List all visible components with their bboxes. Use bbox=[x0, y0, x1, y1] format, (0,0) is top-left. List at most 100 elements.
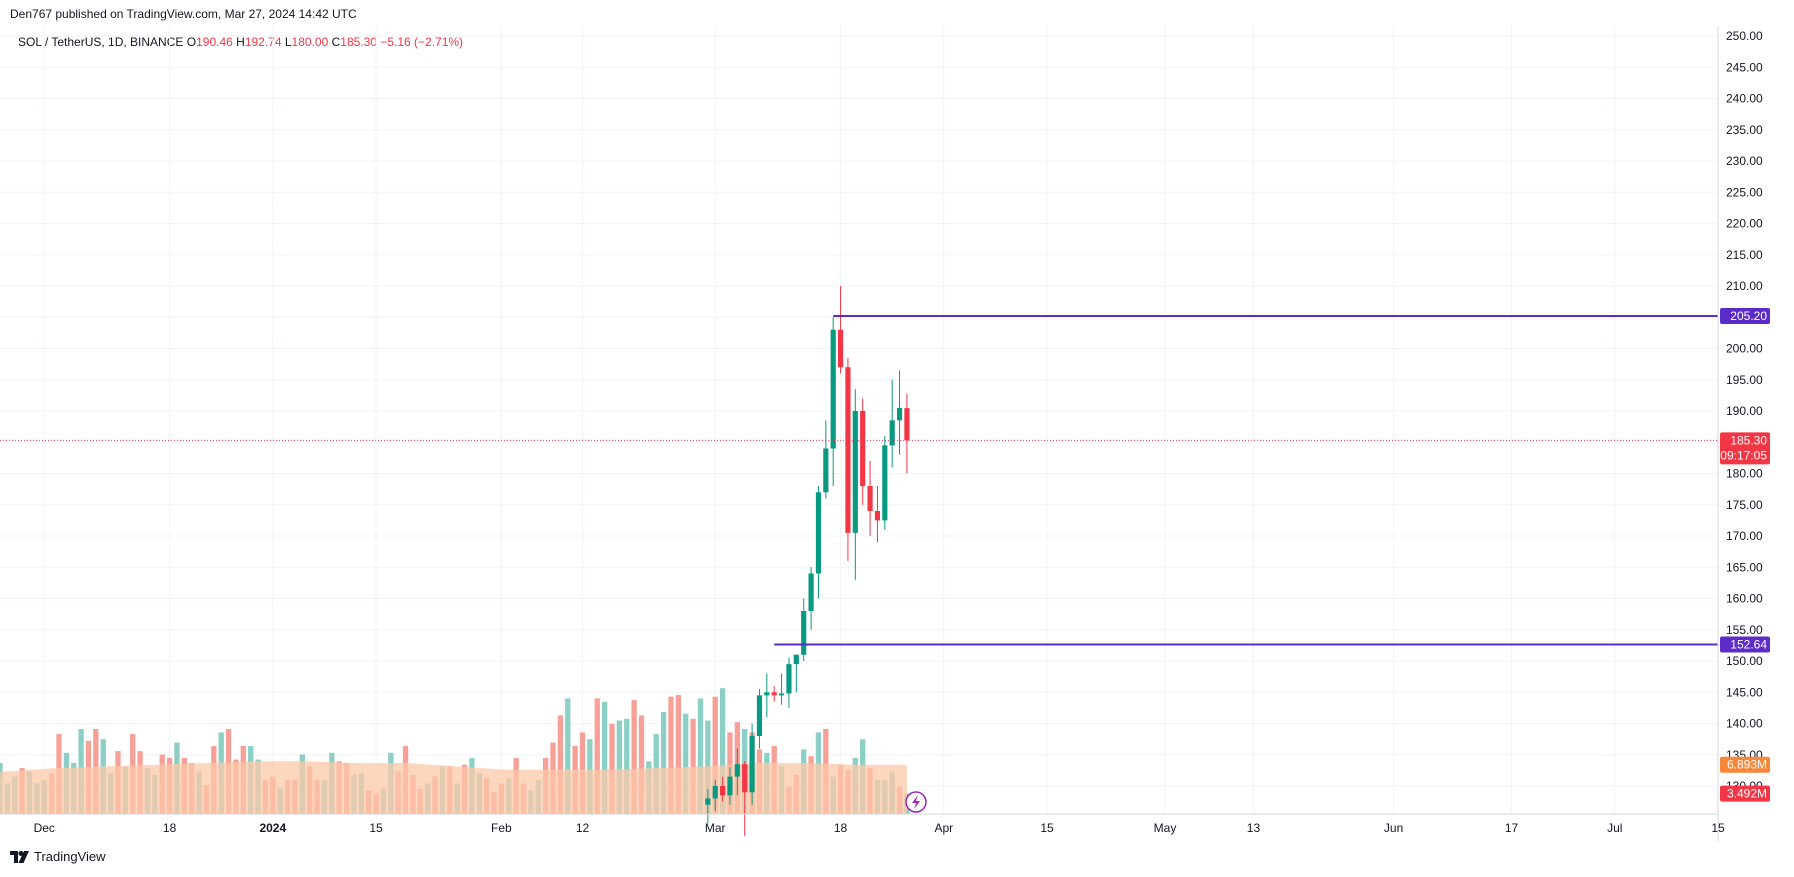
price-tick-label: 220.00 bbox=[1726, 217, 1763, 231]
level-price-tag-bg bbox=[1720, 308, 1770, 324]
volume-bar bbox=[719, 688, 726, 814]
change-value: −5.16 (−2.71%) bbox=[380, 35, 464, 49]
high-label: H bbox=[236, 35, 245, 49]
volume-ma-tag-bg bbox=[1720, 756, 1770, 773]
chart-grid bbox=[0, 26, 1719, 814]
time-tick-label: 18 bbox=[163, 821, 177, 835]
price-tick-label: 175.00 bbox=[1726, 498, 1763, 512]
volume-bar bbox=[594, 698, 600, 814]
time-tick-label: Dec bbox=[34, 821, 55, 835]
price-tick-label: 210.00 bbox=[1726, 279, 1763, 293]
candle-body bbox=[896, 407, 903, 421]
price-tick-label: 250.00 bbox=[1726, 29, 1763, 43]
candle-body bbox=[889, 420, 895, 446]
volume-bar bbox=[660, 712, 667, 814]
volume-bar bbox=[690, 718, 696, 814]
time-tick-label: Jul bbox=[1607, 821, 1622, 835]
candle-body bbox=[712, 786, 718, 799]
candle-body bbox=[874, 511, 881, 521]
price-tick-label: 225.00 bbox=[1726, 185, 1763, 199]
last-price-tag-text: 185.30 bbox=[1730, 433, 1767, 447]
volume-tag-text: 3.492M bbox=[1727, 787, 1767, 801]
time-tick-label: 2024 bbox=[259, 821, 286, 835]
volume-bar bbox=[557, 715, 564, 814]
price-tick-label: 165.00 bbox=[1726, 560, 1763, 574]
price-tick-label: 150.00 bbox=[1726, 654, 1763, 668]
open-label: O bbox=[186, 35, 197, 49]
volume-tag-bg bbox=[1720, 785, 1770, 802]
volume-tag: 3.492M bbox=[1720, 785, 1770, 802]
candle-body bbox=[720, 786, 726, 796]
volume-bar bbox=[624, 718, 630, 814]
brand-label: TradingView bbox=[34, 849, 106, 864]
candle-body bbox=[756, 695, 763, 736]
open-value: 190.46 bbox=[196, 35, 233, 49]
candle-body bbox=[801, 611, 807, 655]
volume-ma-tag: 6.893M bbox=[1720, 756, 1770, 773]
price-tick-label: 215.00 bbox=[1726, 248, 1763, 262]
volume-bar bbox=[609, 723, 615, 814]
time-tick-label: Feb bbox=[491, 821, 512, 835]
time-tick-label: May bbox=[1154, 821, 1177, 835]
candle-body bbox=[830, 329, 836, 449]
candle-body bbox=[904, 408, 910, 441]
candle-body bbox=[771, 692, 777, 696]
candle-body bbox=[823, 448, 829, 493]
time-tick-label: 17 bbox=[1505, 821, 1519, 835]
price-axis: 250.00 245.00 240.00 235.00 230.00 225.00 220.… bbox=[1726, 29, 1763, 793]
candle-body bbox=[845, 367, 851, 533]
price-tick-label: 230.00 bbox=[1726, 154, 1763, 168]
volume-bar bbox=[712, 696, 718, 814]
volume-bar bbox=[697, 698, 704, 814]
volume-bar bbox=[616, 720, 623, 814]
tradingview-logo-icon bbox=[10, 850, 29, 863]
volume-bar bbox=[565, 698, 571, 814]
price-tick-label: 170.00 bbox=[1726, 529, 1763, 543]
time-tick-label: Jun bbox=[1384, 821, 1403, 835]
horizontal-levels bbox=[0, 315, 1718, 646]
time-tick-label: 12 bbox=[576, 821, 590, 835]
time-tick-label: 15 bbox=[1711, 821, 1725, 835]
volume-ma-tag-text: 6.893M bbox=[1727, 758, 1767, 772]
price-tick-label: 195.00 bbox=[1726, 373, 1763, 387]
candle-body bbox=[882, 445, 888, 521]
candle-body bbox=[852, 411, 858, 533]
time-tick-label: Mar bbox=[705, 821, 726, 835]
price-tick-label: 140.00 bbox=[1726, 717, 1763, 731]
price-tick-label: 160.00 bbox=[1726, 592, 1763, 606]
publisher-line: Den767 published on TradingView.com, Mar… bbox=[10, 7, 357, 21]
close-value: 185.30 bbox=[340, 35, 377, 49]
candle-body bbox=[734, 764, 740, 777]
candle-body bbox=[742, 764, 748, 793]
volume-bar bbox=[668, 696, 674, 814]
replay-icon[interactable] bbox=[905, 791, 927, 813]
candle-body bbox=[808, 573, 814, 611]
low-value: 180.00 bbox=[291, 35, 329, 49]
candle-body bbox=[837, 329, 844, 368]
candle-body bbox=[749, 736, 755, 793]
volume-bar bbox=[638, 715, 645, 814]
candle-body bbox=[860, 411, 866, 486]
candle-body bbox=[778, 693, 785, 696]
candle-body bbox=[867, 486, 873, 511]
time-tick-label: 13 bbox=[1247, 821, 1261, 835]
volume-bar bbox=[683, 713, 689, 814]
price-tick-label: 240.00 bbox=[1726, 92, 1763, 106]
volume-bar bbox=[675, 695, 682, 814]
volume-ma-area-path bbox=[0, 761, 907, 814]
candle-body bbox=[764, 692, 770, 696]
countdown-text: 09:17:05 bbox=[1720, 448, 1767, 462]
level-price-tag: 205.20 bbox=[1720, 308, 1770, 324]
candle-body bbox=[705, 798, 711, 805]
tradingview-brand: TradingView bbox=[10, 849, 106, 864]
volume-ma-area bbox=[0, 761, 907, 814]
time-axis: Dec 18 2024 15 Feb 12 Mar 18 Apr 15 May 13 Jun 17 Jul 1… bbox=[34, 821, 1725, 835]
level-price-tag: 152.64 bbox=[1720, 636, 1770, 653]
candles bbox=[705, 286, 910, 836]
time-tick-label: 15 bbox=[1040, 821, 1054, 835]
symbol-label: SOL / TetherUS, 1D, BINANCE bbox=[18, 35, 184, 49]
price-tick-label: 190.00 bbox=[1726, 404, 1763, 418]
